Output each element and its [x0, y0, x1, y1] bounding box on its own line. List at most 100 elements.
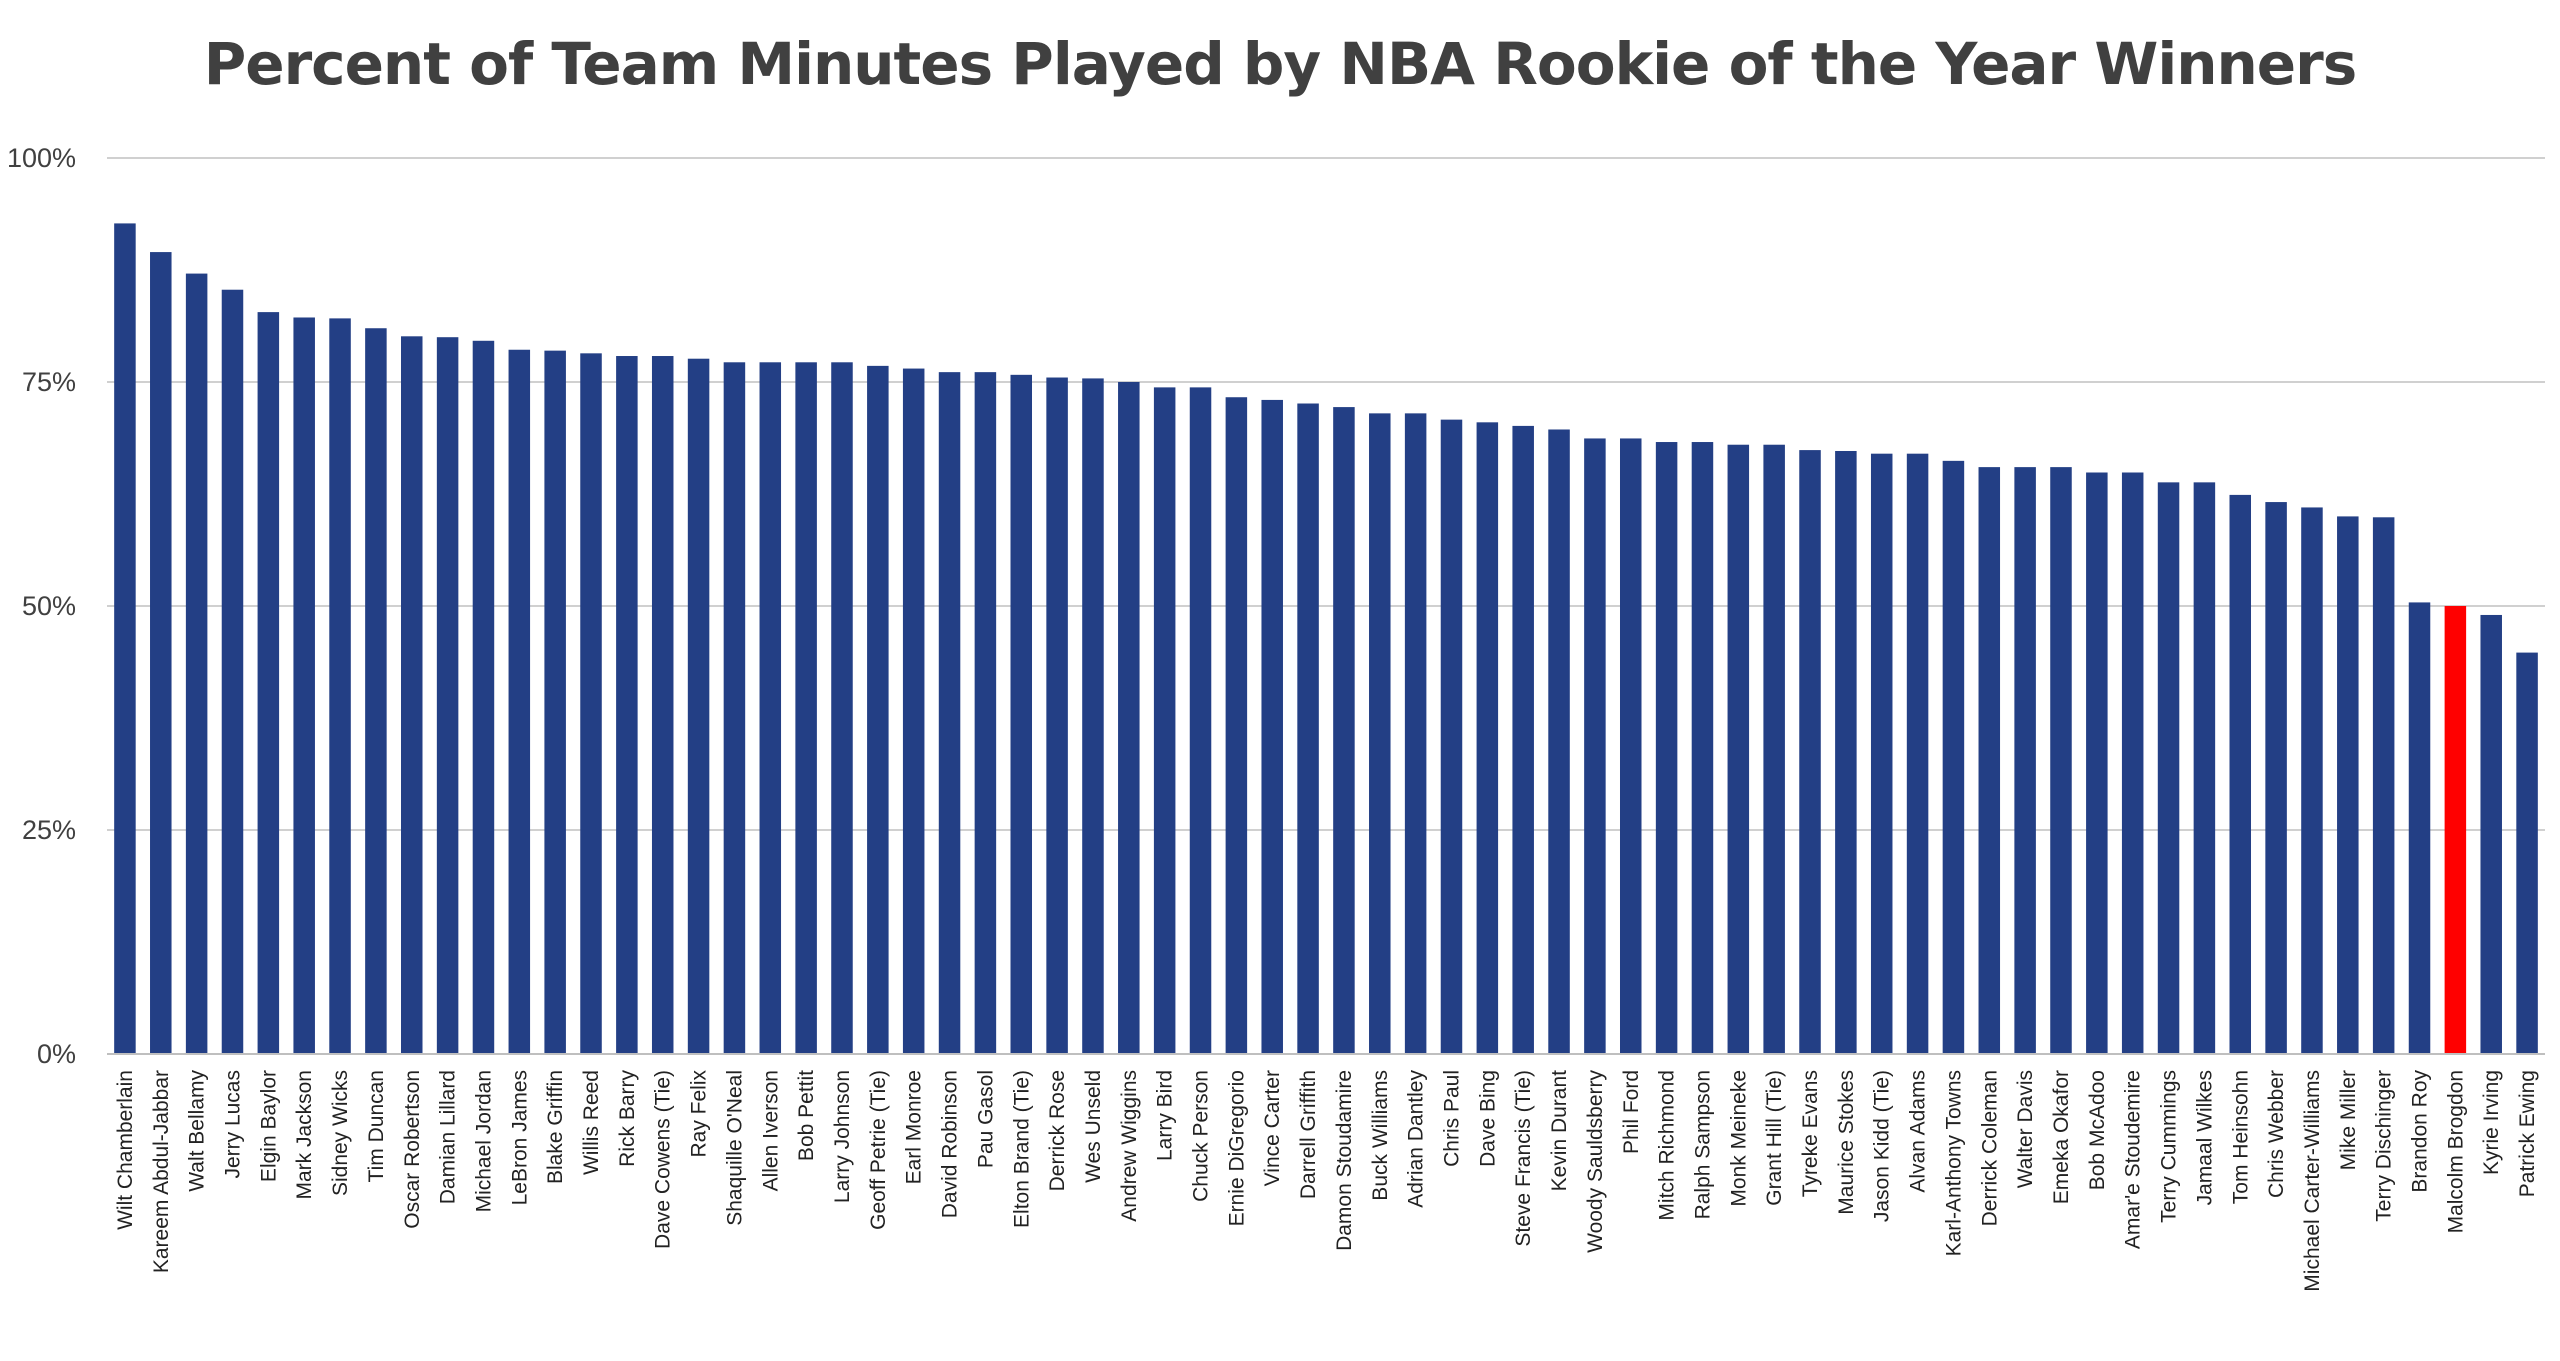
- x-tick-label: Mitch Richmond: [1656, 1070, 1679, 1221]
- y-tick-label: 75%: [22, 367, 76, 397]
- x-tick-label: Kyrie Irving: [2480, 1070, 2503, 1175]
- bar: [1727, 444, 1750, 1055]
- x-axis-labels: Wilt Chamberlain Kareem Abdul-Jabbar Walt …: [114, 1070, 2539, 1292]
- x-tick-label: Sidney Wicks: [329, 1070, 352, 1196]
- bar: [1584, 438, 1606, 1054]
- bar: [2121, 472, 2144, 1055]
- bar: [1906, 453, 1929, 1054]
- bar: [1369, 413, 1391, 1054]
- x-tick-label: Phil Ford: [1620, 1070, 1643, 1154]
- x-tick-label: Terry Cummings: [2158, 1070, 2181, 1223]
- bar: [651, 356, 674, 1054]
- bar: [1082, 378, 1104, 1054]
- y-tick-label: 0%: [37, 1039, 76, 1069]
- x-tick-label: Derrick Rose: [1046, 1070, 1069, 1191]
- bar: [2050, 467, 2072, 1054]
- x-tick-label: Willis Reed: [580, 1070, 603, 1175]
- x-tick-label: Steve Francis (Tie): [1512, 1070, 1535, 1247]
- y-axis-ticks: 0% 25% 50% 75% 100%: [7, 143, 76, 1069]
- x-tick-label: Walt Bellamy: [186, 1070, 209, 1192]
- x-tick-label: Dave Cowens (Tie): [652, 1070, 675, 1249]
- x-tick-label: Chris Paul: [1440, 1070, 1463, 1167]
- x-tick-label: Earl Monroe: [903, 1070, 926, 1184]
- bar: [2480, 614, 2502, 1054]
- bar: [2444, 606, 2467, 1054]
- x-tick-label: Chris Webber: [2265, 1070, 2288, 1198]
- bar: [2337, 516, 2359, 1054]
- bar: [1835, 450, 1857, 1054]
- bar: [831, 362, 853, 1055]
- x-tick-label: Tim Duncan: [365, 1070, 388, 1182]
- bar: [329, 318, 351, 1054]
- bar: [2193, 482, 2216, 1054]
- bar: [1548, 429, 1570, 1054]
- x-tick-label: Amar'e Stoudemire: [2122, 1070, 2145, 1249]
- x-tick-label: Mike Miller: [2337, 1070, 2360, 1170]
- bar: [759, 362, 782, 1055]
- bar: [2408, 602, 2431, 1054]
- x-tick-label: Damon Stoudamire: [1333, 1070, 1356, 1251]
- bar: [1261, 399, 1283, 1054]
- x-tick-label: Jason Kidd (Tie): [1871, 1070, 1894, 1222]
- x-tick-label: Malcolm Brogdon: [2444, 1070, 2467, 1233]
- bar: [1691, 442, 1714, 1055]
- x-tick-label: Grant Hill (Tie): [1763, 1070, 1786, 1206]
- bar: [2229, 494, 2252, 1054]
- x-tick-label: Wilt Chamberlain: [114, 1070, 137, 1230]
- x-tick-label: Derrick Coleman: [1978, 1070, 2001, 1226]
- bar: [687, 358, 710, 1055]
- bar: [1870, 453, 1893, 1054]
- x-tick-label: Mark Jackson: [293, 1070, 316, 1200]
- x-tick-label: Blake Griffin: [544, 1070, 567, 1184]
- bar: [365, 328, 387, 1054]
- bar: [400, 336, 423, 1055]
- x-tick-label: Kevin Durant: [1548, 1070, 1571, 1192]
- x-tick-label: Jamaal Wilkes: [2193, 1070, 2216, 1205]
- bar: [1333, 407, 1355, 1054]
- bar: [293, 317, 315, 1054]
- x-tick-label: Adrian Dantley: [1405, 1070, 1428, 1208]
- x-tick-label: Terry Dischinger: [2373, 1070, 2396, 1222]
- bar: [1763, 444, 1785, 1055]
- bar: [257, 312, 280, 1054]
- x-tick-label: Elton Brand (Tie): [1010, 1070, 1033, 1228]
- bar: [1942, 460, 1965, 1054]
- x-tick-label: Larry Johnson: [831, 1070, 854, 1203]
- y-tick-label: 100%: [7, 143, 76, 173]
- x-tick-label: Rick Barry: [616, 1070, 639, 1167]
- bar: [114, 223, 136, 1054]
- bar: [472, 340, 495, 1054]
- x-tick-label: Emeka Okafor: [2050, 1070, 2073, 1204]
- bar: [1655, 442, 1678, 1055]
- x-tick-label: Dave Bing: [1476, 1070, 1499, 1167]
- x-tick-label: Michael Jordan: [472, 1070, 495, 1212]
- bar: [974, 372, 997, 1054]
- x-tick-label: Shaquille O'Neal: [723, 1070, 746, 1226]
- y-tick-label: 50%: [22, 591, 76, 621]
- bar: [2014, 467, 2036, 1054]
- bar: [1153, 387, 1176, 1055]
- bar: [436, 337, 459, 1054]
- bar: [1619, 438, 1642, 1054]
- bar: [150, 252, 172, 1054]
- bar: [867, 365, 889, 1054]
- x-tick-label: Elgin Baylor: [257, 1070, 280, 1182]
- bar: [616, 356, 638, 1054]
- x-tick-label: Tyreke Evans: [1799, 1070, 1822, 1197]
- x-tick-label: Oscar Robertson: [401, 1070, 424, 1229]
- x-tick-label: Vince Carter: [1261, 1070, 1284, 1186]
- x-tick-label: Monk Meineke: [1727, 1070, 1750, 1207]
- x-tick-label: Ray Felix: [688, 1070, 711, 1158]
- x-tick-label: David Robinson: [939, 1070, 962, 1218]
- x-tick-label: Woody Sauldsberry: [1584, 1070, 1607, 1253]
- bar: [1476, 422, 1499, 1054]
- x-tick-label: Walter Davis: [2014, 1070, 2037, 1188]
- bar: [2086, 472, 2108, 1055]
- bar: [1512, 425, 1534, 1054]
- bar: [1225, 397, 1248, 1054]
- x-tick-label: Ernie DiGregorio: [1225, 1070, 1248, 1226]
- x-tick-label: Kareem Abdul-Jabbar: [150, 1070, 173, 1273]
- bar: [1978, 467, 2001, 1054]
- x-tick-label: Brandon Roy: [2409, 1070, 2432, 1193]
- bar: [1297, 403, 1319, 1054]
